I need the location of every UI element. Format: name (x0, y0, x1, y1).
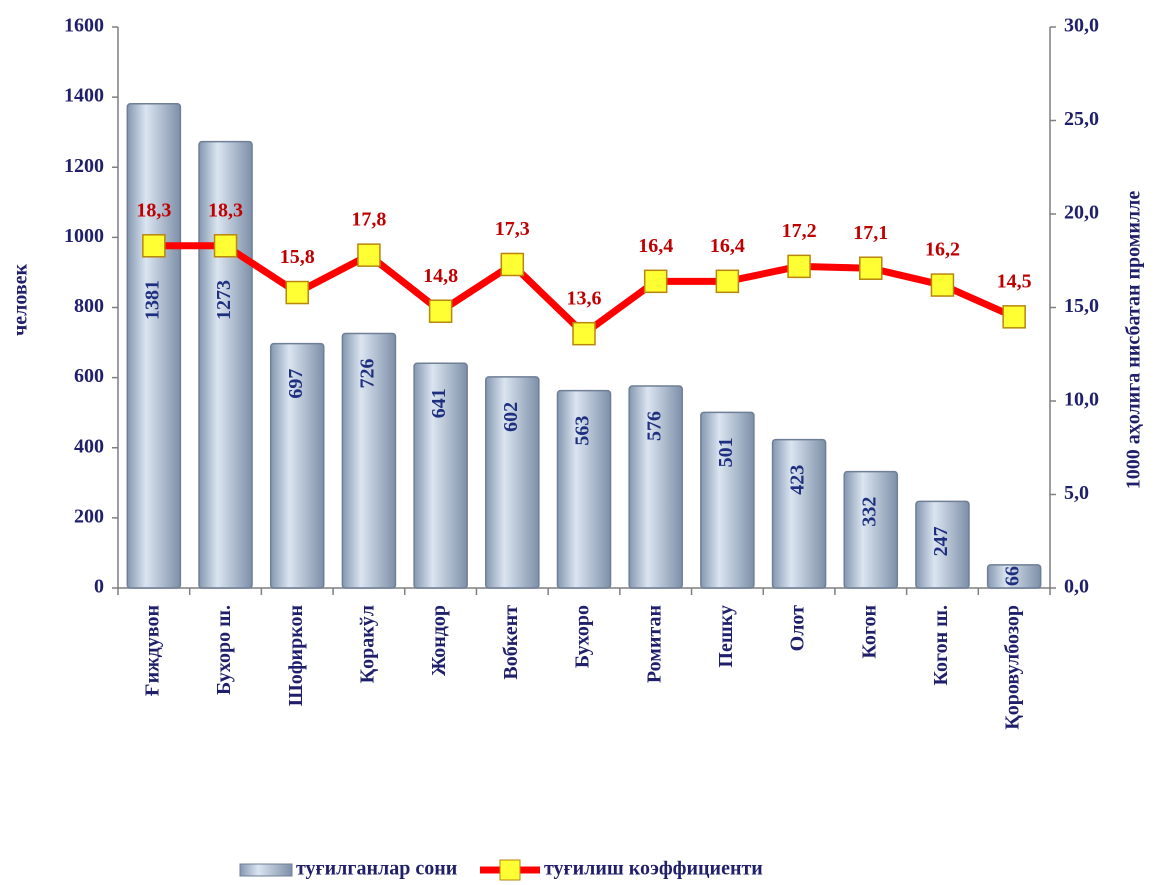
y2-tick-label: 15,0 (1064, 295, 1099, 317)
line-marker (142, 234, 166, 258)
x-tick-label: Ромитан (643, 605, 665, 683)
line-value-label: 18,3 (208, 199, 243, 221)
bar-value-label: 66 (1002, 566, 1024, 586)
line-value-label: 14,5 (997, 270, 1032, 292)
y-tick-label: 0 (94, 576, 104, 598)
y-tick-label: 600 (74, 365, 104, 387)
bar-value-label: 641 (428, 388, 450, 418)
y2-tick-label: 30,0 (1064, 15, 1099, 37)
y2-axis-title: 1000 аҳолига нисбатан промилле (1123, 191, 1145, 490)
x-tick-label: Вобкент (500, 605, 522, 680)
y-axis-title: человек (10, 263, 32, 336)
bar-value-label: 247 (930, 526, 952, 556)
line-marker (930, 273, 955, 297)
y-tick-label: 1400 (64, 85, 104, 107)
line-value-label: 17,1 (853, 222, 888, 244)
y-tick-label: 1000 (64, 225, 104, 247)
x-tick-label: Шофиркон (285, 605, 307, 706)
bar (413, 362, 468, 589)
line-marker (500, 252, 525, 277)
x-tick-label: Қоровулбозор (1002, 605, 1024, 730)
line-value-label: 16,4 (638, 235, 673, 257)
legend-label: туғилганлар сони (296, 858, 457, 880)
line-value-label: 13,6 (567, 287, 602, 309)
bar-value-label: 697 (285, 369, 307, 399)
line-value-label: 16,4 (710, 235, 745, 257)
bar (843, 470, 899, 589)
line-value-label: 18,3 (136, 199, 171, 221)
bar-value-label: 501 (715, 437, 737, 467)
bar (126, 103, 182, 589)
line-value-label: 14,8 (423, 265, 458, 287)
y-tick-label: 200 (74, 505, 104, 527)
line-value-label: 17,3 (495, 218, 530, 240)
x-tick-label: Жондор (428, 605, 450, 676)
y2-tick-label: 0,0 (1064, 576, 1089, 598)
line-marker (357, 243, 381, 267)
x-tick-label: Бухоро ш. (213, 605, 235, 695)
bar-value-label: 332 (858, 497, 880, 527)
line-marker (715, 269, 740, 294)
bar-value-label: 602 (500, 402, 522, 432)
y-tick-label: 1600 (64, 15, 104, 37)
bar-value-label: 576 (643, 411, 665, 441)
y2-tick-label: 5,0 (1064, 482, 1089, 504)
x-tick-label: Олот (787, 605, 809, 652)
line-marker (285, 280, 309, 305)
x-tick-label: Пешку (715, 605, 737, 668)
line-value-label: 17,8 (351, 209, 386, 231)
bar-value-label: 1381 (141, 280, 163, 320)
bar (269, 342, 325, 589)
y-tick-label: 800 (74, 295, 104, 317)
x-tick-label: Ғиждувон (141, 605, 163, 696)
bar (556, 389, 612, 589)
bar-value-label: 1273 (213, 280, 235, 320)
bar-value-label: 563 (572, 416, 594, 446)
x-tick-label: Қоракўл (357, 605, 379, 683)
bar (341, 332, 397, 589)
bar (986, 564, 1042, 589)
line-marker (572, 321, 596, 346)
bar (628, 385, 683, 589)
line-value-label: 15,8 (280, 246, 315, 268)
line-value-label: 17,2 (782, 220, 817, 242)
line-marker (859, 256, 883, 280)
line-marker (787, 254, 811, 279)
x-tick-label: Бухоро (572, 605, 594, 668)
line-marker (643, 269, 668, 294)
bar (771, 438, 827, 589)
legend-label: туғилиш коэффициенти (544, 858, 763, 880)
x-tick-label: Когон ш. (930, 605, 952, 686)
legend-marker (499, 859, 521, 881)
y-tick-label: 1200 (64, 155, 104, 177)
bar-value-label: 423 (787, 465, 809, 495)
bar (485, 376, 540, 589)
line-value-label: 16,2 (925, 239, 960, 261)
legend-swatch (239, 863, 293, 877)
line-marker (428, 299, 453, 323)
bar (915, 500, 970, 589)
y2-tick-label: 20,0 (1064, 202, 1099, 224)
y2-tick-label: 25,0 (1064, 108, 1099, 130)
y2-tick-label: 10,0 (1064, 389, 1099, 411)
x-tick-label: Когон (858, 605, 880, 659)
bar (700, 411, 755, 589)
line-marker (213, 234, 238, 258)
y-tick-label: 400 (74, 435, 104, 457)
line-marker (1002, 305, 1026, 329)
bar-value-label: 726 (357, 358, 379, 388)
